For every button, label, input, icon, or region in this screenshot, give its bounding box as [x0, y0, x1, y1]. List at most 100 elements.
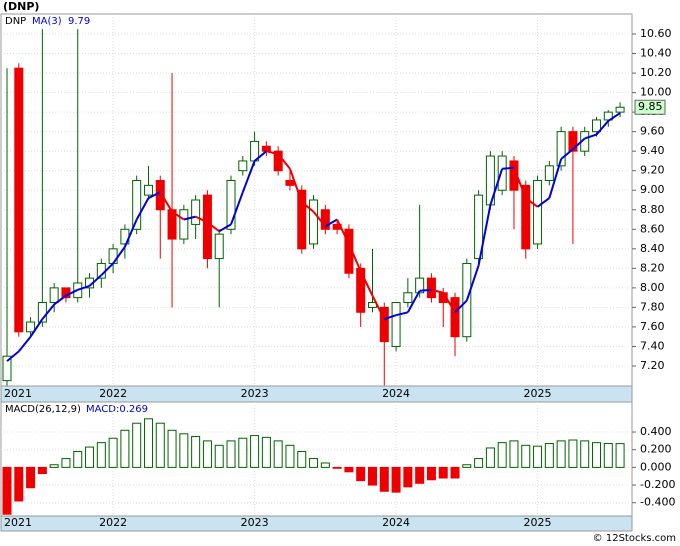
candle-body — [261, 145, 271, 152]
macd-bar — [250, 435, 260, 468]
macd-bar — [391, 466, 401, 493]
macd-bar — [474, 458, 484, 468]
ma-line-segment — [289, 168, 303, 203]
legend-entry: MA(3) — [32, 16, 62, 27]
x-tick-label: 2025 — [524, 387, 552, 400]
ma-line-segment — [159, 191, 173, 213]
x-tick-label: 2021 — [4, 387, 32, 400]
legend-value: MACD:0.269 — [86, 404, 148, 415]
ma-line-segment — [148, 191, 161, 199]
macd-bar — [426, 466, 436, 481]
candle-body — [615, 106, 625, 113]
macd-bar — [509, 440, 519, 468]
macd-bar — [108, 437, 118, 468]
macd-bar — [73, 450, 83, 468]
candle-body — [191, 199, 201, 225]
ma-line-segment — [65, 288, 79, 297]
ma-line-segment — [431, 288, 444, 294]
ma-line-segment — [41, 303, 55, 320]
macd-bar — [379, 466, 389, 492]
ma-line-segment — [230, 191, 244, 225]
macd-bar — [155, 422, 165, 468]
macd-bar — [14, 466, 24, 502]
ma-line-segment — [560, 148, 574, 160]
candle-body — [26, 321, 36, 333]
candle-body — [309, 199, 319, 245]
candle-body — [167, 209, 177, 240]
macd-bar — [26, 466, 36, 489]
macd-bar — [556, 440, 566, 468]
macd-bar — [191, 435, 201, 468]
y-tick-label: 9.00 — [640, 183, 665, 196]
ma-line-segment — [123, 219, 138, 248]
ma-line-segment — [77, 284, 90, 291]
candle-body — [273, 150, 283, 172]
y-tick-label: 0.400 — [640, 425, 672, 438]
candle-body — [143, 184, 153, 196]
macd-bar — [167, 429, 177, 468]
macd-bar — [603, 443, 613, 468]
candle-body — [592, 119, 601, 133]
candle-body — [49, 287, 59, 304]
candle-body — [426, 277, 436, 299]
macd-bar — [273, 440, 283, 468]
y-tick-label: 0.000 — [640, 460, 672, 473]
y-tick-label: -0.200 — [640, 478, 675, 491]
ma-line-segment — [383, 314, 397, 321]
candle-body — [403, 292, 413, 304]
y-tick-label: 7.40 — [640, 339, 665, 352]
macd-bar — [592, 442, 601, 468]
macd-bar — [143, 418, 153, 468]
ma-line-segment — [195, 215, 208, 224]
ma-line-segment — [347, 243, 362, 272]
macd-bar — [544, 443, 554, 468]
macd-bar — [367, 466, 377, 486]
macd-bar — [485, 447, 495, 468]
macd-bar — [96, 442, 106, 468]
macd-bar — [615, 443, 625, 468]
ma-line-segment — [241, 160, 256, 193]
ma-line-segment — [359, 270, 374, 297]
macd-bar — [214, 444, 224, 468]
ma-line-segment — [324, 218, 338, 228]
macd-bar — [2, 466, 12, 515]
candle-body — [356, 267, 366, 313]
macd-bar — [580, 440, 590, 468]
ma-line-segment — [206, 221, 220, 233]
candle-body — [179, 209, 189, 240]
ma-line-segment — [536, 197, 550, 208]
macd-bar — [49, 464, 59, 468]
candle-body — [238, 160, 248, 172]
macd-bar — [568, 439, 578, 468]
ma-line-segment — [6, 350, 20, 362]
macd-bar — [344, 466, 354, 473]
ma-line-segment — [607, 112, 621, 122]
macd-bar — [297, 450, 307, 468]
macd-bar — [202, 440, 212, 468]
legend-entry: DNP — [5, 16, 26, 27]
ma-line-segment — [419, 288, 432, 292]
candle-body — [37, 302, 47, 323]
ma-line-segment — [312, 211, 327, 227]
y-tick-label: 0.200 — [640, 443, 672, 456]
macd-bar — [450, 466, 460, 479]
x-tick-label: 2022 — [99, 516, 127, 529]
macd-bar — [61, 458, 71, 468]
ma-line-segment — [572, 137, 586, 150]
candle-body — [202, 194, 212, 260]
last-price-box — [634, 99, 666, 115]
x-tick-label: 2023 — [241, 516, 269, 529]
candle-body — [568, 131, 578, 152]
macd-bar — [132, 422, 142, 468]
candle-body — [108, 248, 118, 264]
ma-line-segment — [395, 311, 409, 317]
y-tick-label: 8.80 — [640, 203, 665, 216]
macd-bar — [37, 466, 47, 475]
ma-line-segment — [218, 223, 232, 233]
macd-bar — [521, 444, 531, 468]
x-tick-label: 2023 — [241, 387, 269, 400]
candle-body — [285, 179, 295, 186]
macd-bar — [403, 466, 413, 488]
